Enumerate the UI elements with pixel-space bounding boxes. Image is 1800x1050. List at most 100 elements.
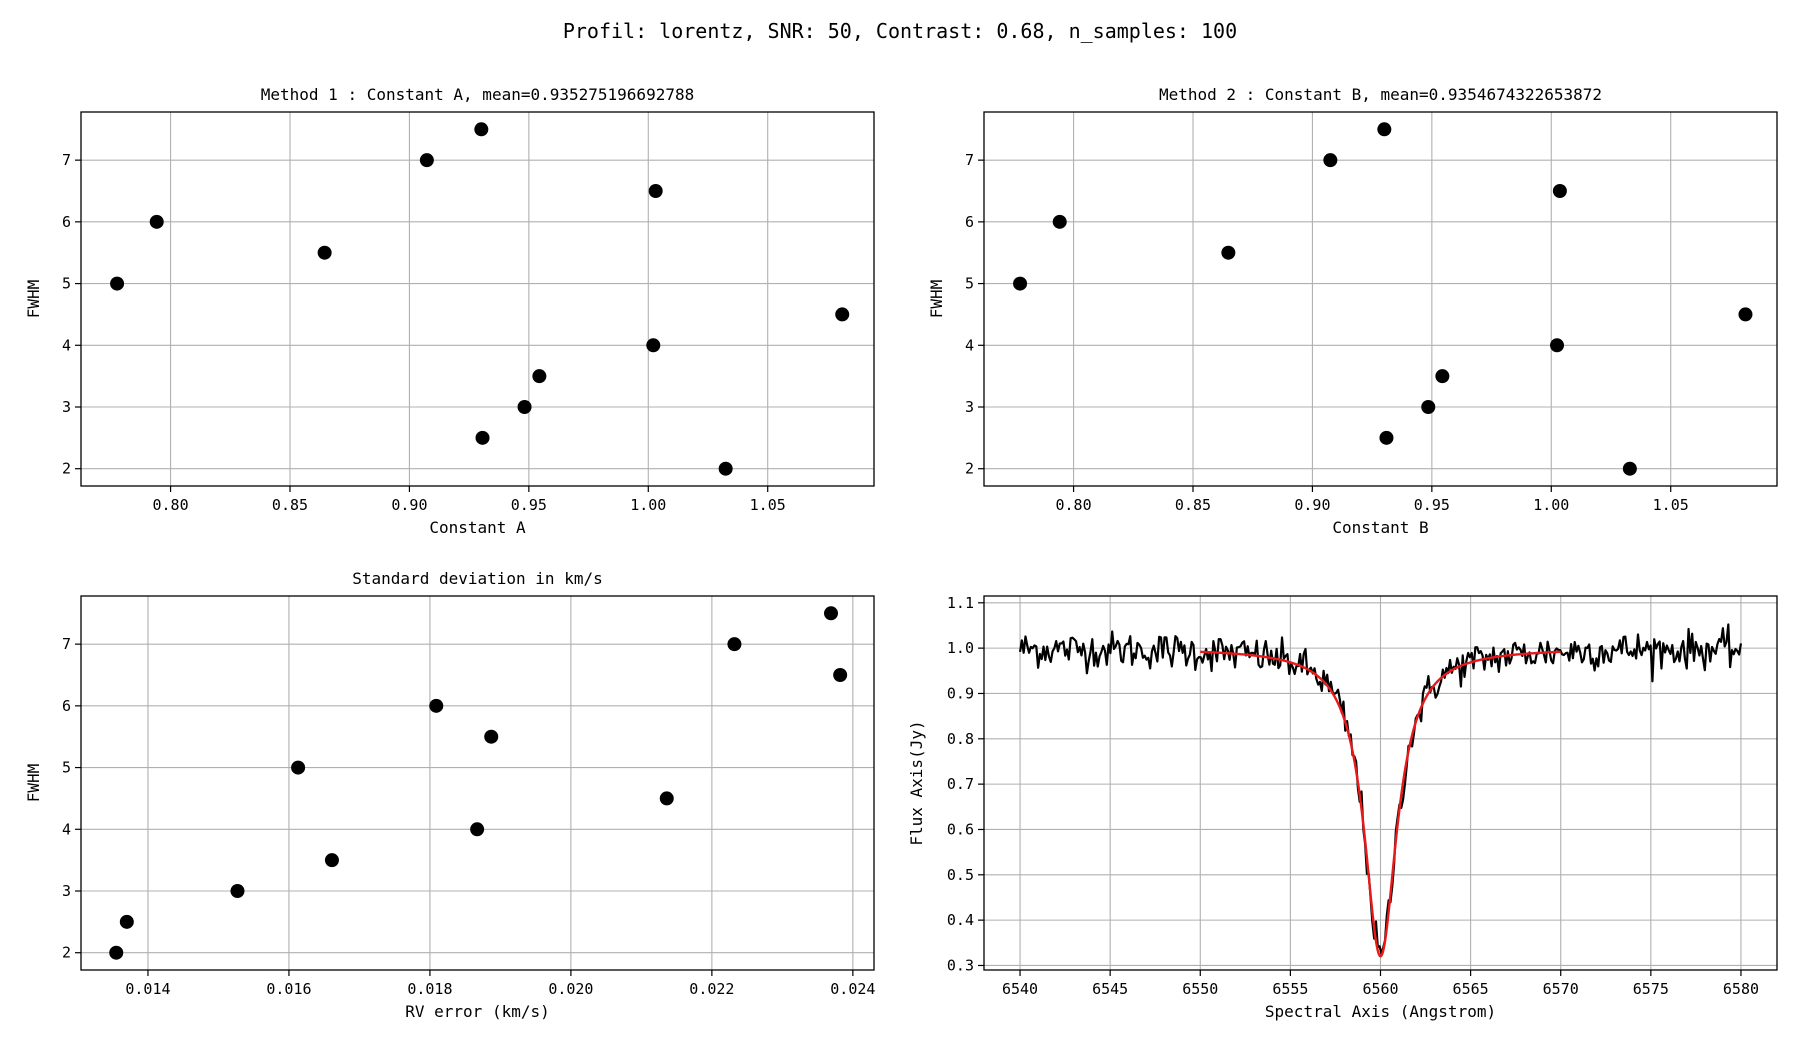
x-tick-label: 0.95 <box>511 496 547 514</box>
x-tick-label: 0.90 <box>391 496 427 514</box>
fit-line <box>1200 650 1561 958</box>
data-point <box>1435 369 1450 384</box>
data-point <box>833 667 848 682</box>
y-tick-label: 0.6 <box>947 820 974 838</box>
axes-frame <box>80 111 875 487</box>
y-tick-label: 2 <box>62 460 71 478</box>
data-point <box>727 637 742 652</box>
panel-title: Standard deviation in km/s <box>352 569 602 588</box>
data-point <box>517 400 532 415</box>
x-tick-label: 0.018 <box>407 980 452 998</box>
y-tick-label: 3 <box>62 882 71 900</box>
x-tick-label: 0.85 <box>272 496 308 514</box>
y-tick-label: 0.7 <box>947 775 974 793</box>
y-tick-label: 3 <box>965 398 974 416</box>
x-axis-label: Spectral Axis (Angstrom) <box>1265 1002 1496 1021</box>
x-tick-label: 6580 <box>1723 980 1759 998</box>
data-point <box>324 853 339 868</box>
x-tick-label: 6550 <box>1182 980 1218 998</box>
x-axis-label: Constant B <box>1332 518 1428 537</box>
data-point <box>646 338 661 353</box>
x-tick-label: 0.016 <box>266 980 311 998</box>
data-point <box>429 698 444 713</box>
y-tick-label: 5 <box>62 759 71 777</box>
x-tick-label: 6565 <box>1453 980 1489 998</box>
data-point <box>474 122 489 137</box>
y-tick-label: 7 <box>965 151 974 169</box>
x-tick-label: 0.90 <box>1294 496 1330 514</box>
y-axis-label: Flux Axis(Jy) <box>907 720 926 845</box>
data-point <box>484 729 499 744</box>
data-point <box>659 791 674 806</box>
axes-frame <box>983 595 1778 971</box>
x-tick-label: 6575 <box>1633 980 1669 998</box>
data-point <box>648 183 663 198</box>
data-point <box>1323 153 1338 168</box>
y-axis-label: FWHM <box>24 764 43 803</box>
x-tick-label: 0.022 <box>689 980 734 998</box>
data-point <box>230 884 245 899</box>
data-point <box>1421 400 1436 415</box>
x-axis-label: RV error (km/s) <box>405 1002 550 1021</box>
y-tick-label: 0.8 <box>947 730 974 748</box>
y-tick-label: 5 <box>965 275 974 293</box>
y-tick-label: 6 <box>965 213 974 231</box>
x-tick-label: 0.95 <box>1414 496 1450 514</box>
axes-frame <box>983 111 1778 487</box>
x-tick-label: 0.014 <box>125 980 170 998</box>
y-axis-label: FWHM <box>927 280 946 319</box>
data-point <box>1738 307 1753 322</box>
data-point <box>532 369 547 384</box>
y-tick-label: 6 <box>62 697 71 715</box>
data-point <box>1622 461 1637 476</box>
y-tick-label: 0.9 <box>947 684 974 702</box>
data-point <box>110 276 125 291</box>
data-point <box>419 153 434 168</box>
x-tick-label: 1.00 <box>630 496 666 514</box>
axes-frame <box>80 595 875 971</box>
x-tick-label: 0.024 <box>830 980 875 998</box>
data-point <box>1550 338 1565 353</box>
y-tick-label: 6 <box>62 213 71 231</box>
panel-spectrum: 6540 6545 6550 6555 6560 6565 6570 6575 6580 0.3 0… <box>907 594 1778 1021</box>
data-point <box>824 606 839 621</box>
x-tick-label: 1.05 <box>1653 496 1689 514</box>
y-axis-label: FWHM <box>24 280 43 319</box>
x-tick-label: 0.80 <box>1056 496 1092 514</box>
panel-title: Method 2 : Constant B, mean=0.9354674322… <box>1159 85 1602 104</box>
x-tick-label: 1.05 <box>750 496 786 514</box>
x-tick-label: 0.85 <box>1175 496 1211 514</box>
y-tick-label: 0.5 <box>947 866 974 884</box>
data-point <box>835 307 850 322</box>
data-point <box>1221 245 1236 260</box>
data-point <box>109 945 124 960</box>
data-point <box>1377 122 1392 137</box>
x-tick-label: 6555 <box>1272 980 1308 998</box>
panel-rv-error: 0.014 0.016 0.018 0.020 0.022 0.024 2 3 4 5 6 7 Stan… <box>24 569 875 1021</box>
y-tick-label: 4 <box>62 820 71 838</box>
data-point <box>1552 183 1567 198</box>
data-point <box>291 760 306 775</box>
data-point <box>475 430 490 445</box>
y-tick-label: 0.4 <box>947 911 974 929</box>
y-tick-label: 2 <box>62 944 71 962</box>
panel-title: Method 1 : Constant A, mean=0.9352751966… <box>261 85 694 104</box>
x-tick-label: 0.020 <box>548 980 593 998</box>
y-tick-label: 3 <box>62 398 71 416</box>
data-point <box>718 461 733 476</box>
y-tick-label: 1.1 <box>947 594 974 612</box>
y-tick-label: 7 <box>62 635 71 653</box>
y-tick-label: 7 <box>62 151 71 169</box>
x-tick-label: 6560 <box>1362 980 1398 998</box>
spectrum-line <box>1018 623 1743 955</box>
y-tick-label: 5 <box>62 275 71 293</box>
panel-constant-b: 0.80 0.85 0.90 0.95 1.00 1.05 2 3 4 5 6 7 Method 2 :… <box>927 85 1778 537</box>
y-tick-label: 4 <box>62 336 71 354</box>
panel-constant-a: 0.80 0.85 0.90 0.95 1.00 1.05 2 3 4 5 6 7 Method 1 :… <box>24 85 875 537</box>
y-tick-label: 4 <box>965 336 974 354</box>
x-tick-label: 1.00 <box>1533 496 1569 514</box>
x-tick-label: 6545 <box>1092 980 1128 998</box>
data-point <box>1379 430 1394 445</box>
x-tick-label: 6570 <box>1543 980 1579 998</box>
